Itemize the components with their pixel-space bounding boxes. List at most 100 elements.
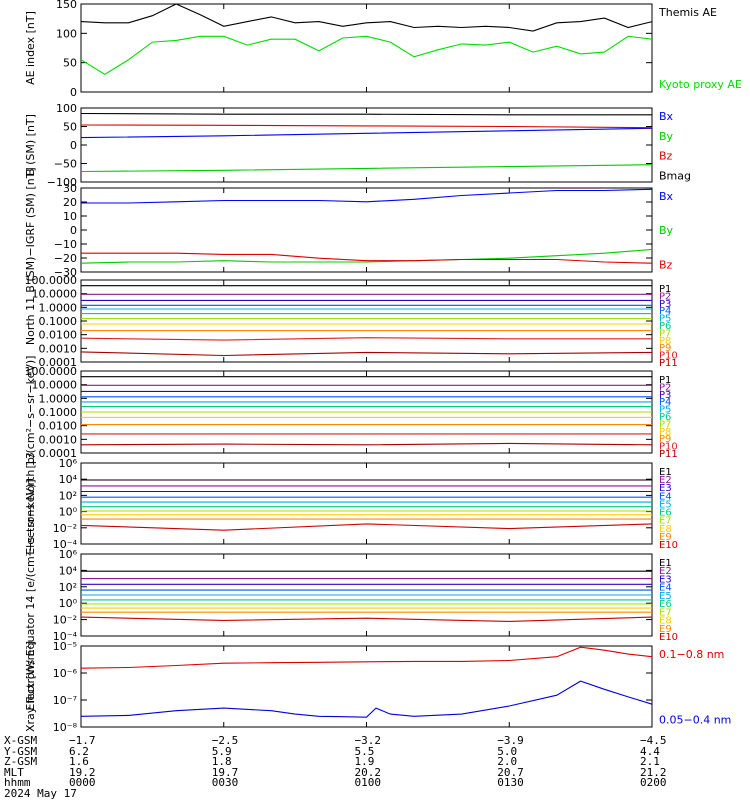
legend-label: P6: [659, 412, 671, 423]
y-tick-label: 10²: [59, 489, 77, 502]
legend-label: Kyoto proxy AE: [659, 78, 742, 91]
legend-label: E5: [659, 499, 672, 510]
y-tick-label: 10⁰: [59, 506, 78, 519]
orbit-value: 1.9: [354, 755, 375, 768]
legend-label: P4: [659, 306, 671, 317]
series-line: [80, 124, 653, 129]
series-line: [80, 523, 653, 531]
orbit-row: Y-GSM 6.2 5.9 5.5 5.0 4.4: [4, 746, 660, 758]
orbit-value: 0100: [354, 776, 382, 789]
orbit-value: 4.4: [640, 744, 660, 758]
panel-pe: 0.00010.00100.01000.10001.000010.0000100…: [24, 356, 678, 469]
y-tick-label: 10⁻²: [53, 522, 77, 535]
orbit-row: MLT 19.2 19.7 20.2 20.7 21.2: [4, 767, 667, 779]
series-line: [80, 35, 653, 76]
legend-label: P3: [659, 390, 671, 401]
legend-label: P11: [659, 358, 678, 369]
orbit-row: X-GSM −1.7 −2.5 −3.2 −3.9 −4.5: [4, 735, 667, 747]
legend-label: P9: [659, 434, 671, 445]
orbit-value: 0130: [497, 776, 524, 789]
y-tick-label: 0.0010: [39, 342, 78, 355]
series-line: [80, 164, 653, 173]
legend-label: E6: [659, 508, 672, 519]
y-tick-label: 10.0000: [32, 288, 78, 301]
y-tick-label: 20: [63, 196, 77, 209]
legend-label: E9: [659, 624, 672, 635]
y-tick-label: 10: [63, 210, 77, 223]
panel-frame: [80, 3, 653, 93]
y-tick-label: −30: [54, 266, 77, 279]
orbit-value: 19.2: [69, 765, 96, 779]
orbit-value: −1.7: [69, 734, 96, 747]
y-axis-label: Xray flux [W/m²]: [24, 641, 37, 732]
legend-label: E2: [659, 566, 672, 577]
legend-label: E10: [659, 540, 678, 551]
orbit-row-label: hhmm: [4, 776, 31, 789]
legend-label: P2: [659, 291, 671, 302]
series-line: [80, 351, 653, 357]
legend-label: P5: [659, 314, 671, 325]
legend-label: E7: [659, 516, 672, 527]
legend-label: Themis AE: [658, 6, 717, 19]
orbit-value: 1.8: [211, 755, 232, 768]
y-tick-label: 10⁰: [59, 597, 78, 610]
y-tick-label: 10⁴: [59, 564, 78, 577]
legend-label: E8: [659, 616, 672, 627]
y-axis-label: B (SM)−IGRF (SM) [nT]: [24, 167, 37, 292]
series-line: [80, 680, 653, 718]
y-axis-label: B (SM) [nT]: [24, 114, 37, 176]
legend-label: E8: [659, 524, 672, 535]
legend-label: P4: [659, 397, 671, 408]
series-line: [81, 188, 653, 204]
panel-frame: [80, 462, 653, 545]
y-axis-label: [p/(cm²−s−sr−keV)]: [24, 356, 37, 469]
y-tick-label: 10⁻⁶: [53, 667, 78, 680]
legend-label: E3: [659, 483, 672, 494]
date-label: 2024 May 17: [4, 786, 77, 800]
y-tick-label: 0.0001: [39, 356, 78, 369]
y-axis-label: North 11: [24, 297, 37, 345]
orbit-value: 6.2: [69, 744, 89, 758]
y-axis-label: Electrons Equator 14 [e/(cm²−s−sr−keV)]: [24, 479, 37, 710]
orbit-value: 0000: [69, 776, 96, 789]
orbit-value: −3.9: [497, 734, 524, 747]
y-tick-label: −50: [54, 158, 77, 171]
series-line: [80, 3, 653, 32]
legend-label: E7: [659, 607, 672, 618]
series-line: [80, 112, 652, 116]
y-tick-label: 0.0010: [39, 433, 78, 446]
series-line: [80, 127, 653, 139]
orbit-value: 0200: [640, 776, 667, 789]
legend-label: Bz: [659, 258, 673, 271]
y-tick-label: 10⁻⁴: [53, 538, 78, 551]
legend-label: E4: [659, 491, 672, 502]
y-tick-label: 100: [56, 102, 77, 115]
y-tick-label: 10⁻⁷: [53, 694, 77, 707]
panel-ae: 0 50 100 150 AE index [nT] Themis AE Kyoto pro…: [24, 0, 742, 99]
orbit-value: 19.7: [211, 765, 239, 779]
panel-pn: 0.00010.00100.01000.10001.000010.0000100…: [24, 274, 678, 369]
y-tick-label: 0.0100: [39, 329, 78, 342]
series-line: [81, 252, 653, 264]
y-tick-label: 10⁻⁸: [53, 721, 78, 734]
series-line: [80, 442, 653, 446]
y-tick-label: 10⁴: [59, 473, 78, 486]
panel-en: 10⁻⁴ 10⁻² 10⁰ 10² 10⁴ 10⁶ Electrons North 13 E1…: [24, 452, 678, 555]
y-tick-label: 10⁻⁴: [53, 630, 78, 643]
legend-label: E5: [659, 591, 672, 602]
legend-label: P1: [659, 375, 671, 386]
y-tick-label: 10⁶: [59, 457, 78, 470]
y-tick-label: −100: [47, 176, 77, 189]
y-tick-label: 0.0100: [39, 420, 78, 433]
y-tick-label: 150: [56, 0, 77, 11]
legend-label: Bz: [659, 150, 673, 163]
orbit-row: Z-GSM 1.6 1.8 1.9 2.0 2.1: [4, 756, 660, 768]
orbit-value: 20.7: [497, 765, 524, 779]
orbit-value: −4.5: [640, 734, 667, 747]
orbit-value: 2.0: [497, 755, 518, 768]
legend-label: P2: [659, 382, 671, 393]
orbit-row: hhmm 0000 0030 0100 0130 0200: [4, 776, 667, 789]
legend-label: P10: [659, 351, 678, 362]
